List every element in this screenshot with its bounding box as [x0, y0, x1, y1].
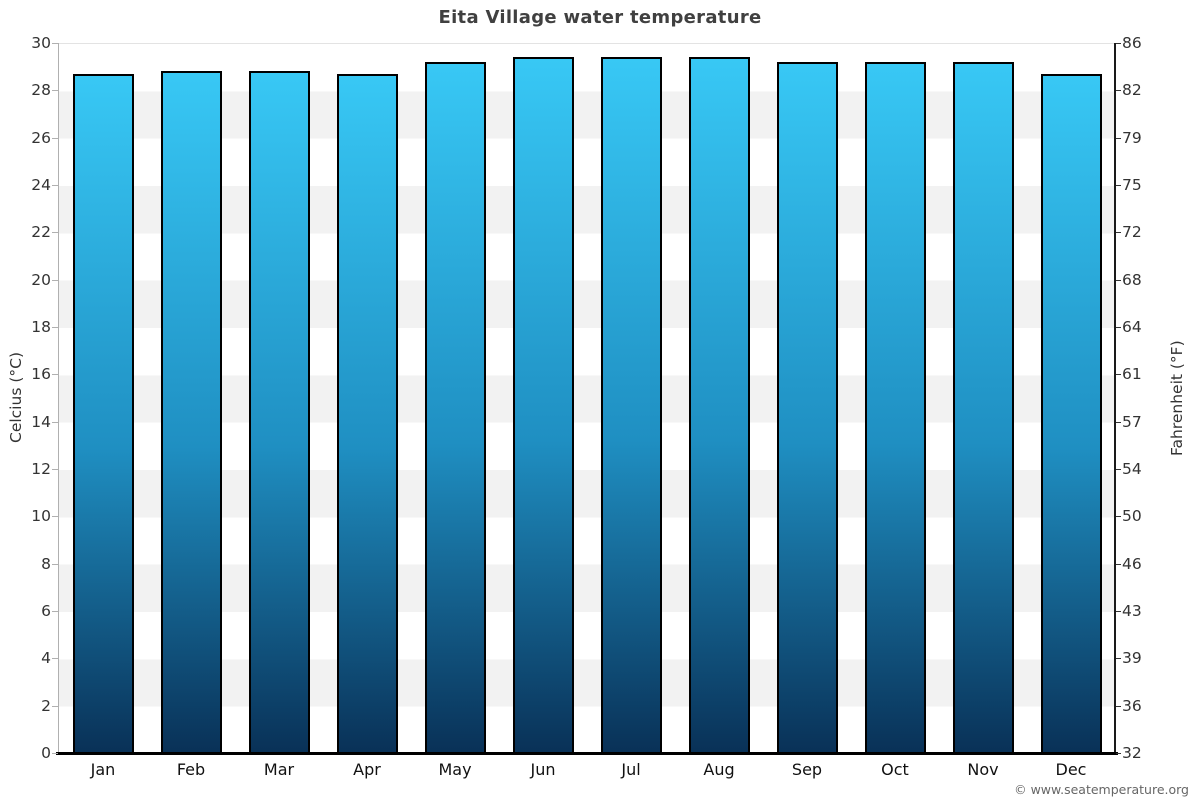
right-axis-line — [1114, 43, 1116, 754]
month-label-feb: Feb — [176, 760, 206, 779]
celsius-tick-mark — [52, 90, 58, 92]
right-axis-title: Fahrenheit (°F) — [1168, 340, 1186, 456]
fahrenheit-tick-label: 39 — [1122, 649, 1142, 668]
temperature-bar-jan — [72, 73, 134, 753]
left-axis-title: Celcius (°C) — [7, 352, 25, 444]
plot-area — [59, 43, 1115, 754]
fahrenheit-tick-mark — [1116, 90, 1121, 92]
celsius-tick-label: 24 — [31, 176, 51, 194]
copyright-text: © www.seatemperature.org — [1014, 782, 1189, 797]
temperature-bar-mar — [248, 71, 310, 753]
celsius-tick-mark — [52, 705, 58, 707]
fahrenheit-tick-mark — [1116, 611, 1121, 612]
temperature-bar-aug — [688, 57, 750, 753]
temperature-bar-apr — [336, 73, 398, 753]
celsius-tick-mark — [52, 469, 58, 470]
fahrenheit-tick-mark — [1116, 327, 1121, 328]
fahrenheit-tick-mark — [1116, 516, 1121, 518]
month-label-dec: Dec — [1055, 760, 1087, 779]
fahrenheit-tick-label: 86 — [1122, 34, 1142, 52]
left-axis-line — [58, 43, 59, 753]
fahrenheit-tick-mark — [1116, 469, 1121, 470]
celsius-tick-mark — [52, 374, 58, 376]
month-label-oct: Oct — [881, 760, 909, 779]
fahrenheit-tick-label: 82 — [1122, 81, 1142, 100]
chart-title: Eita Village water temperature — [438, 7, 762, 28]
month-label-jan: Jan — [90, 760, 116, 779]
fahrenheit-tick-label: 79 — [1122, 128, 1142, 147]
celsius-tick-label: 30 — [31, 34, 51, 52]
temperature-bar-feb — [160, 71, 222, 753]
fahrenheit-tick-label: 61 — [1122, 365, 1142, 384]
celsius-tick-mark — [52, 185, 58, 186]
fahrenheit-tick-label: 57 — [1122, 412, 1142, 431]
fahrenheit-tick-mark — [1116, 279, 1121, 281]
temperature-bar-nov — [952, 61, 1014, 753]
celsius-tick-label: 0 — [41, 744, 51, 762]
celsius-tick-label: 26 — [31, 128, 51, 147]
celsius-tick-label: 4 — [41, 649, 51, 668]
fahrenheit-tick-label: 50 — [1122, 507, 1142, 526]
fahrenheit-tick-label: 72 — [1122, 223, 1142, 242]
month-label-aug: Aug — [703, 760, 735, 779]
fahrenheit-tick-mark — [1116, 137, 1121, 139]
celsius-tick-label: 22 — [31, 223, 51, 242]
celsius-tick-label: 18 — [31, 318, 51, 336]
celsius-tick-mark — [52, 279, 58, 281]
month-label-nov: Nov — [967, 760, 999, 779]
celsius-tick-label: 2 — [41, 696, 51, 715]
celsius-tick-mark — [52, 658, 58, 660]
celsius-tick-mark — [52, 516, 58, 518]
fahrenheit-tick-label: 43 — [1122, 602, 1142, 620]
month-label-jun: Jun — [530, 760, 556, 779]
fahrenheit-tick-label: 54 — [1122, 460, 1142, 478]
fahrenheit-tick-mark — [1116, 43, 1121, 44]
fahrenheit-tick-label: 46 — [1122, 554, 1142, 573]
celsius-tick-label: 28 — [31, 81, 51, 100]
month-label-sep: Sep — [791, 760, 823, 779]
fahrenheit-tick-mark — [1116, 374, 1121, 376]
celsius-tick-mark — [52, 753, 58, 754]
celsius-tick-mark — [52, 327, 58, 328]
celsius-tick-mark — [52, 563, 58, 565]
fahrenheit-tick-mark — [1116, 185, 1121, 186]
fahrenheit-tick-mark — [1116, 658, 1121, 660]
fahrenheit-tick-label: 75 — [1122, 176, 1142, 194]
celsius-tick-label: 14 — [31, 412, 51, 431]
month-label-mar: Mar — [263, 760, 295, 779]
fahrenheit-tick-mark — [1116, 232, 1121, 234]
celsius-tick-label: 16 — [31, 365, 51, 384]
temperature-bar-may — [424, 61, 486, 753]
temperature-bar-sep — [776, 61, 838, 753]
fahrenheit-tick-mark — [1116, 753, 1121, 754]
fahrenheit-tick-label: 68 — [1122, 270, 1142, 289]
temperature-bar-oct — [864, 61, 926, 753]
temperature-bar-jun — [512, 57, 574, 753]
celsius-tick-label: 6 — [41, 602, 51, 620]
celsius-tick-mark — [52, 232, 58, 234]
fahrenheit-tick-label: 64 — [1122, 318, 1142, 336]
celsius-tick-label: 10 — [31, 507, 51, 526]
fahrenheit-tick-mark — [1116, 705, 1121, 707]
celsius-tick-label: 8 — [41, 554, 51, 573]
bars-layer — [59, 43, 1115, 753]
celsius-tick-mark — [52, 611, 58, 612]
celsius-tick-mark — [52, 43, 58, 44]
celsius-tick-label: 20 — [31, 270, 51, 289]
celsius-tick-mark — [52, 137, 58, 139]
fahrenheit-tick-label: 36 — [1122, 696, 1142, 715]
month-label-may: May — [438, 760, 472, 779]
celsius-tick-mark — [52, 421, 58, 423]
temperature-bar-dec — [1040, 73, 1102, 753]
x-axis-line — [56, 752, 1118, 755]
month-label-jul: Jul — [621, 760, 641, 779]
fahrenheit-tick-mark — [1116, 563, 1121, 565]
fahrenheit-tick-label: 32 — [1122, 744, 1142, 762]
temperature-bar-jul — [600, 57, 662, 753]
fahrenheit-tick-mark — [1116, 421, 1121, 423]
celsius-tick-label: 12 — [31, 460, 51, 478]
month-label-apr: Apr — [353, 760, 381, 779]
